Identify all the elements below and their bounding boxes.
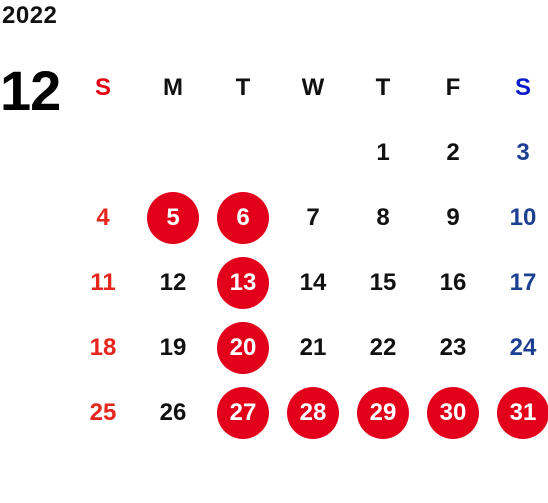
day-cell: 9 <box>418 185 488 250</box>
day-cell: 25 <box>68 380 138 445</box>
calendar-year: 2022 <box>2 2 58 29</box>
day-cell <box>278 120 348 185</box>
day-number: 22 <box>369 333 397 361</box>
weekday-header-sunday: S <box>94 73 111 101</box>
day-cell: 6 <box>208 185 278 250</box>
day-number: 19 <box>159 333 187 361</box>
day-number: 9 <box>446 203 460 231</box>
day-number: 6 <box>217 191 269 244</box>
day-cell: 23 <box>418 315 488 380</box>
day-number: 18 <box>89 333 117 361</box>
day-cell: 17 <box>488 250 548 315</box>
day-number: 8 <box>376 203 390 231</box>
day-number: 15 <box>369 268 397 296</box>
day-cell: 18 <box>68 315 138 380</box>
day-cell: 11 <box>68 250 138 315</box>
day-number: 28 <box>287 386 339 439</box>
day-cell: 2 <box>418 120 488 185</box>
day-cell: 21 <box>278 315 348 380</box>
day-number: 20 <box>217 321 269 374</box>
day-cell: 13 <box>208 250 278 315</box>
day-cell: 27 <box>208 380 278 445</box>
day-number: 25 <box>89 398 117 426</box>
day-cell: 8 <box>348 185 418 250</box>
calendar-grid: S M T W T F S 1 2 3 4 5 6 7 8 9 10 11 12… <box>68 55 548 445</box>
day-number: 10 <box>509 203 537 231</box>
weekday-header-monday: M <box>163 73 183 101</box>
day-number: 23 <box>439 333 467 361</box>
day-cell: 5 <box>138 185 208 250</box>
day-number: 1 <box>376 138 390 166</box>
calendar-month: 12 <box>0 59 61 122</box>
day-number: 17 <box>509 268 537 296</box>
weekday-header-tuesday: T <box>235 73 251 101</box>
day-cell: 1 <box>348 120 418 185</box>
day-cell: 31 <box>488 380 548 445</box>
day-number: 2 <box>446 138 460 166</box>
day-cell: 24 <box>488 315 548 380</box>
day-number: 5 <box>147 191 199 244</box>
day-number: 13 <box>217 256 269 309</box>
day-cell: 3 <box>488 120 548 185</box>
day-cell: 28 <box>278 380 348 445</box>
day-cell: 30 <box>418 380 488 445</box>
day-number: 26 <box>159 398 187 426</box>
day-number: 29 <box>357 386 409 439</box>
day-number: 31 <box>497 386 548 439</box>
day-number: 7 <box>306 203 320 231</box>
day-number: 27 <box>217 386 269 439</box>
weekday-header-thursday: T <box>375 73 391 101</box>
day-cell: 22 <box>348 315 418 380</box>
weekday-header-saturday: S <box>514 73 531 101</box>
day-cell: 29 <box>348 380 418 445</box>
weekday-header-wednesday: W <box>301 73 325 101</box>
day-number: 24 <box>509 333 537 361</box>
day-number: 11 <box>90 268 116 296</box>
day-cell: 16 <box>418 250 488 315</box>
day-number: 16 <box>439 268 467 296</box>
day-number: 12 <box>159 268 187 296</box>
day-number: 14 <box>299 268 327 296</box>
day-cell: 7 <box>278 185 348 250</box>
day-cell: 12 <box>138 250 208 315</box>
day-cell: 4 <box>68 185 138 250</box>
day-cell <box>208 120 278 185</box>
day-number: 30 <box>427 386 479 439</box>
weekday-header-friday: F <box>445 73 461 101</box>
day-cell: 26 <box>138 380 208 445</box>
day-cell <box>138 120 208 185</box>
day-cell <box>68 120 138 185</box>
day-cell: 19 <box>138 315 208 380</box>
day-cell: 20 <box>208 315 278 380</box>
day-number: 3 <box>516 138 530 166</box>
day-cell: 10 <box>488 185 548 250</box>
day-cell: 14 <box>278 250 348 315</box>
day-number: 21 <box>299 333 327 361</box>
day-cell: 15 <box>348 250 418 315</box>
day-number: 4 <box>96 203 110 231</box>
